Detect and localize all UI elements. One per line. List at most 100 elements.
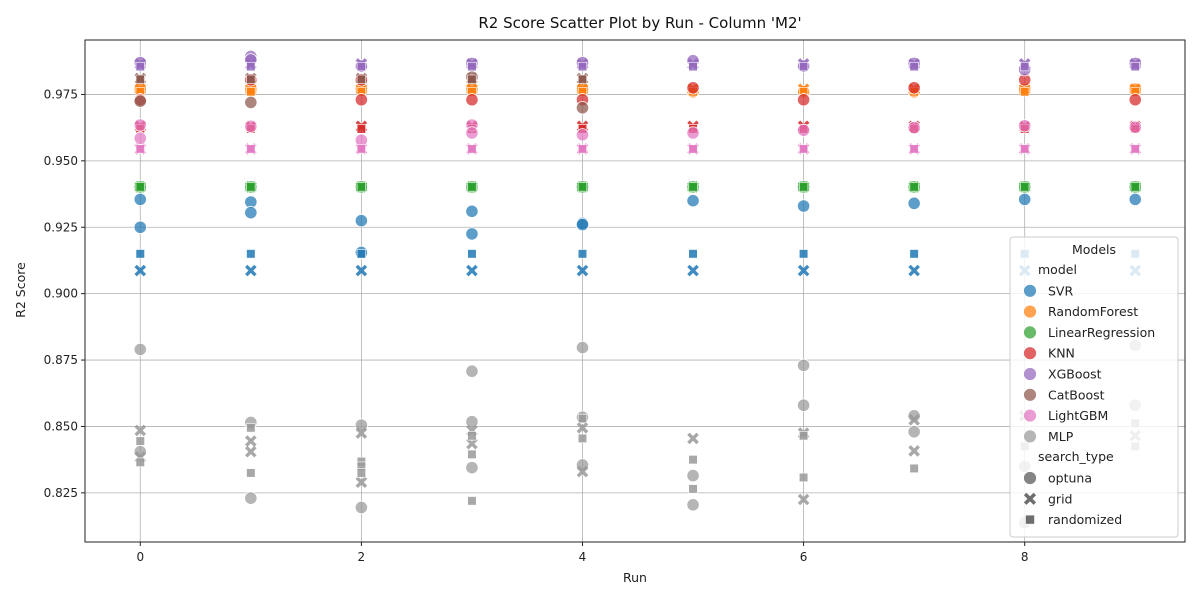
y-axis-label: R2 Score [13,262,28,318]
x-tick-label: 0 [136,550,144,564]
data-point-mlp-randomized [577,413,588,424]
data-point-mlp-randomized [688,484,698,494]
data-point-mlp-optuna [354,500,368,515]
data-point-lightgbm-optuna [133,131,147,145]
data-point-xgboost-randomized [467,61,477,72]
data-point-svr-optuna [575,217,590,232]
data-point-svr-grid [797,264,810,277]
y-tick-label: 0.875 [44,353,78,367]
legend-label-grid: grid [1048,491,1072,506]
data-point-mlp-optuna [575,340,590,355]
data-point-knn-optuna [1128,93,1142,107]
data-point-catboost-randomized [577,74,588,84]
data-point-xgboost-randomized [1020,61,1030,72]
data-point-lightgbm-optuna [244,119,258,133]
data-point-mlp-grid [908,414,920,426]
data-point-svr-optuna [686,194,700,208]
data-point-mlp-randomized [798,431,809,441]
legend-marker-mlp [1023,429,1037,444]
legend: Models model SVR RandomForest LinearRegressi… [1009,236,1179,538]
data-point-catboost-optuna [133,94,147,108]
data-point-mlp-randomized [577,433,588,444]
data-point-mlp-optuna [465,364,479,378]
data-point-lightgbm-optuna [907,121,921,135]
data-point-svr-randomized [798,249,809,259]
legend-label-optuna: optuna [1048,471,1092,486]
data-point-mlp-randomized [246,423,256,433]
y-tick-label: 0.975 [44,87,78,101]
data-point-svr-grid [134,264,147,277]
data-point-mlp-grid [355,427,368,439]
legend-label-randomforest: RandomForest [1048,304,1138,319]
data-point-svr-optuna [133,220,147,234]
data-point-mlp-optuna [244,491,258,505]
data-point-svr-optuna [354,214,368,228]
data-point-mlp-grid [355,476,368,489]
data-point-lightgbm-randomized [577,144,588,154]
legend-marker-lightgbm [1023,408,1037,423]
data-point-knn-optuna [907,81,921,95]
plot-frame [84,39,1186,543]
data-point-mlp-grid [687,432,699,445]
x-tick-label: 2 [358,550,366,564]
data-point-mlp-randomized [688,455,698,465]
data-point-mlp-randomized [135,457,145,467]
y-tick-label: 0.925 [44,220,78,234]
data-point-xgboost-randomized [577,61,588,72]
data-point-mlp-randomized [467,449,477,459]
data-point-knn-optuna [354,93,368,107]
data-point-svr-grid [687,264,699,277]
y-tick-label: 0.825 [44,486,78,500]
data-point-lightgbm-randomized [798,144,809,154]
data-point-lightgbm-optuna [575,128,590,142]
data-point-linearregression-randomized [356,182,366,192]
data-point-linearregression-randomized [246,182,256,192]
legend-box [1009,236,1179,538]
data-point-linearregression-randomized [577,182,588,192]
data-point-mlp-randomized [467,431,477,441]
data-point-knn-optuna [465,93,479,107]
data-point-svr-optuna [907,196,921,210]
data-point-mlp-grid [245,435,257,447]
data-point-xgboost-randomized [798,61,809,72]
y-tick-label: 0.900 [44,287,78,301]
data-point-mlp-randomized [356,468,366,478]
legend-label-catboost: CatBoost [1048,387,1105,402]
data-point-lightgbm-randomized [1130,144,1140,154]
legend-marker-grid [1023,492,1037,505]
data-point-lightgbm-randomized [356,144,366,154]
data-point-randomforest-randomized [246,87,256,97]
data-point-lightgbm-randomized [246,144,256,154]
data-point-svr-randomized [909,249,919,259]
data-point-mlp-optuna [686,468,700,483]
data-point-mlp-grid [797,493,810,506]
data-point-xgboost-randomized [688,61,698,72]
data-point-mlp-grid [134,424,147,437]
data-point-svr-optuna [244,206,258,220]
data-point-catboost-optuna [575,101,590,115]
data-point-svr-grid [576,264,589,277]
data-points [133,49,1142,530]
legend-label-lightgbm: LightGBM [1048,408,1108,423]
chart-title: R2 Score Scatter Plot by Run - Column 'M… [478,14,801,32]
x-tick-label: 6 [800,550,808,564]
data-point-lightgbm-optuna [465,126,479,140]
data-point-svr-optuna [796,199,811,213]
data-point-knn-randomized [356,124,366,134]
data-point-knn-optuna [796,93,811,107]
legend-label-randomized: randomized [1048,512,1122,527]
data-point-catboost-optuna [244,95,258,110]
data-point-mlp-grid [576,421,589,434]
data-point-mlp-grid [245,445,257,458]
legend-header-model: model [1038,262,1077,277]
data-point-catboost-randomized [467,74,477,84]
axes: 0 2 4 6 8 0.825 0.850 0.875 0.900 0.925 0.950 0.975 [44,39,1186,564]
y-tick-label: 0.950 [44,154,78,168]
data-point-linearregression-randomized [688,182,698,192]
legend-marker-knn [1023,346,1037,361]
data-point-lightgbm-randomized [688,144,698,154]
data-point-xgboost-randomized [1130,61,1140,72]
legend-label-svr: SVR [1048,283,1073,298]
data-point-linearregression-randomized [135,182,145,192]
